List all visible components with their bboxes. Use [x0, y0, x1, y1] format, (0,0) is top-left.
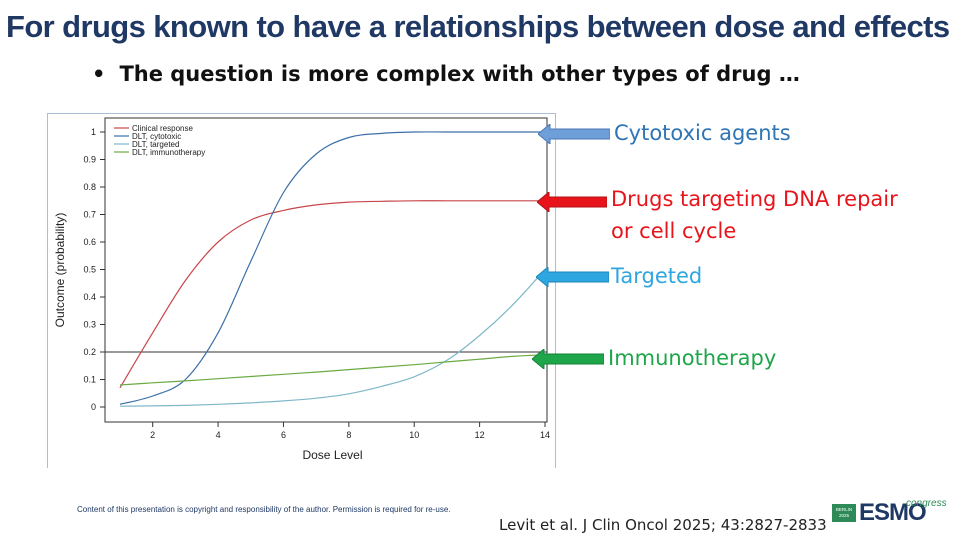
dose-outcome-chart: 00.10.20.30.40.50.60.70.80.912 4 6 8 10 12 14D…	[53, 117, 550, 462]
series-line-clinical-response	[119, 200, 545, 389]
arrow-targeted-icon	[536, 267, 609, 287]
arrow-cytotoxic-icon	[538, 124, 610, 144]
bullet-marker: •	[92, 62, 106, 86]
arrow-dna-repair-icon	[537, 192, 607, 212]
series-line-dlt-immunotherapy	[119, 354, 546, 386]
logo-badge: BERLIN 2025	[832, 504, 856, 522]
subtitle-text: The question is more complex with other …	[119, 62, 800, 86]
x-axis-label: Dose Level	[302, 448, 362, 462]
y-tick-label: 1	[91, 127, 96, 137]
annotation-dna-repair-line2: or cell cycle	[611, 219, 737, 243]
y-tick-label: 0.1	[83, 375, 96, 385]
annotation-dna-repair: Drugs targeting DNA repair or cell cycle	[611, 183, 898, 247]
y-tick-label: 0.5	[83, 265, 96, 275]
y-tick-label: 0.3	[83, 320, 96, 330]
arrow-immunotherapy-shape	[532, 349, 604, 369]
copyright-note: Content of this presentation is copyrigh…	[77, 505, 451, 514]
annotation-targeted: Targeted	[611, 264, 703, 288]
legend-label: DLT, targeted	[132, 140, 179, 149]
series-line-dlt-cytotoxic	[119, 131, 545, 405]
slide-subtitle-bullet: • The question is more complex with other…	[92, 62, 800, 86]
series-line-dlt-targeted	[119, 269, 546, 407]
y-tick-label: 0.9	[83, 155, 96, 165]
arrow-targeted-shape	[536, 267, 609, 287]
arrow-dna-repair-shape	[537, 192, 607, 212]
citation: Levit et al. J Clin Oncol 2025; 43:2827-…	[499, 516, 827, 534]
y-tick-label: 0.4	[83, 292, 96, 302]
x-tick-label: 14	[540, 430, 550, 440]
arrow-immunotherapy-icon	[532, 349, 604, 369]
y-axis-label: Outcome (probability)	[53, 213, 67, 328]
y-tick-label: 0.8	[83, 182, 96, 192]
arrow-cytotoxic-shape	[538, 124, 610, 144]
x-tick-label: 4	[216, 430, 221, 440]
legend-label: DLT, cytotoxic	[132, 132, 181, 141]
y-tick-label: 0.7	[83, 210, 96, 220]
slide-title: For drugs known to have a relationships …	[6, 9, 950, 44]
chart-frame	[47, 113, 556, 468]
annotation-cytotoxic: Cytotoxic agents	[614, 121, 791, 145]
x-tick-label: 2	[150, 430, 155, 440]
legend-label: DLT, immunotherapy	[132, 148, 205, 157]
y-tick-label: 0.6	[83, 237, 96, 247]
y-tick-label: 0.2	[83, 347, 96, 357]
x-tick-label: 8	[346, 430, 351, 440]
esmo-congress-logo: BERLIN 2025 ESMO congress	[832, 498, 947, 528]
annotation-immunotherapy: Immunotherapy	[608, 346, 777, 370]
logo-word: ESMO	[859, 499, 927, 526]
y-tick-label: 0	[91, 402, 96, 412]
x-tick-label: 12	[475, 430, 485, 440]
plot-area-border	[104, 117, 548, 423]
annotation-dna-repair-line1: Drugs targeting DNA repair	[611, 187, 898, 211]
logo-congress: congress	[906, 498, 947, 509]
legend-label: Clinical response	[132, 124, 193, 133]
x-tick-label: 10	[409, 430, 419, 440]
x-tick-label: 6	[281, 430, 286, 440]
